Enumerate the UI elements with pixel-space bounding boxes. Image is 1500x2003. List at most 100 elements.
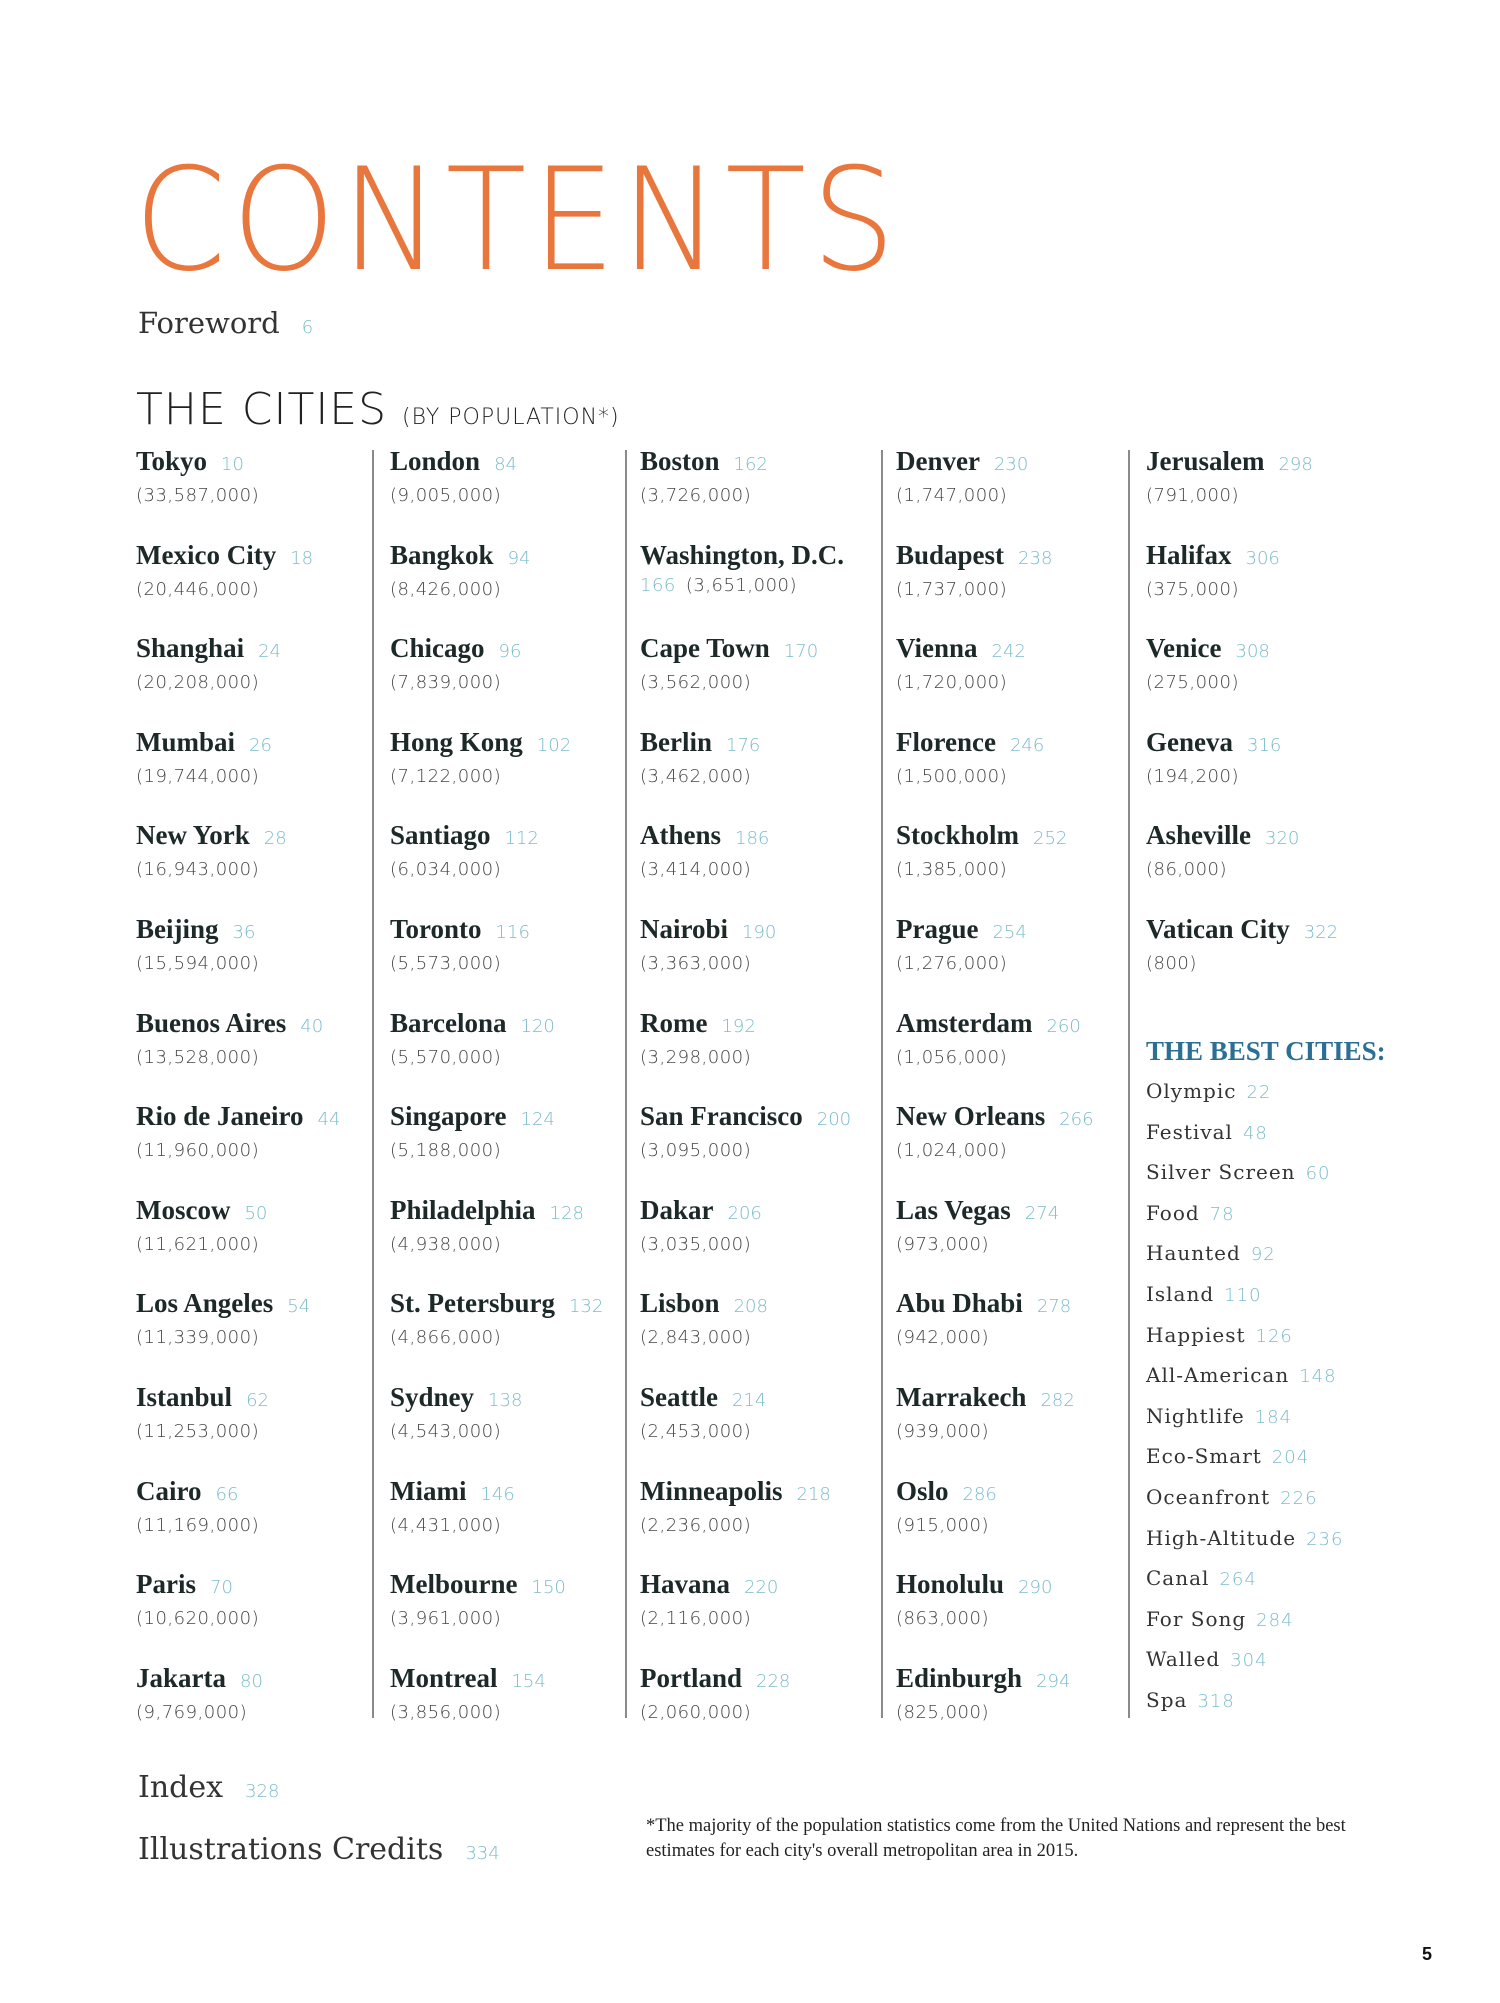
- best-city-item[interactable]: High-Altitude 236: [1146, 1526, 1386, 1567]
- city-entry[interactable]: Marrakech 282 (939,000): [896, 1381, 1120, 1475]
- city-entry[interactable]: Barcelona 120 (5,570,000): [390, 1007, 616, 1101]
- city-entry[interactable]: Chicago 96 (7,839,000): [390, 632, 616, 726]
- city-entry[interactable]: Rome 192 (3,298,000): [640, 1007, 872, 1101]
- city-population-line: (3,035,000): [640, 1234, 872, 1255]
- city-entry[interactable]: Honolulu 290 (863,000): [896, 1568, 1120, 1662]
- city-page: 242: [991, 641, 1026, 663]
- city-entry[interactable]: Mumbai 26 (19,744,000): [136, 726, 364, 820]
- best-city-item[interactable]: Festival 48: [1146, 1120, 1386, 1161]
- city-entry[interactable]: New Orleans 266 (1,024,000): [896, 1100, 1120, 1194]
- city-entry[interactable]: Jakarta 80 (9,769,000): [136, 1662, 364, 1756]
- index-entry[interactable]: Index 328: [138, 1770, 279, 1805]
- city-entry[interactable]: Havana 220 (2,116,000): [640, 1568, 872, 1662]
- city-entry[interactable]: Washington, D.C. 166 (3,651,000): [640, 539, 872, 633]
- city-entry[interactable]: Sydney 138 (4,543,000): [390, 1381, 616, 1475]
- city-population-line: (942,000): [896, 1327, 1120, 1348]
- best-city-item[interactable]: Haunted 92: [1146, 1241, 1386, 1282]
- city-entry[interactable]: St. Petersburg 132 (4,866,000): [390, 1287, 616, 1381]
- city-entry[interactable]: Las Vegas 274 (973,000): [896, 1194, 1120, 1288]
- city-entry[interactable]: Lisbon 208 (2,843,000): [640, 1287, 872, 1381]
- city-entry[interactable]: New York 28 (16,943,000): [136, 819, 364, 913]
- city-entry[interactable]: Denver 230 (1,747,000): [896, 445, 1120, 539]
- city-entry[interactable]: Toronto 116 (5,573,000): [390, 913, 616, 1007]
- city-entry[interactable]: London 84 (9,005,000): [390, 445, 616, 539]
- city-entry[interactable]: Vienna 242 (1,720,000): [896, 632, 1120, 726]
- city-name: London: [390, 446, 481, 476]
- city-entry[interactable]: Athens 186 (3,414,000): [640, 819, 872, 913]
- city-entry[interactable]: Oslo 286 (915,000): [896, 1475, 1120, 1569]
- city-population-line: (11,960,000): [136, 1140, 364, 1161]
- city-entry[interactable]: Jerusalem 298 (791,000): [1146, 445, 1476, 539]
- city-population-line: (1,720,000): [896, 672, 1120, 693]
- city-population: (1,747,000): [896, 485, 1008, 506]
- best-city-item[interactable]: Happiest 126: [1146, 1323, 1386, 1364]
- city-entry[interactable]: Montreal 154 (3,856,000): [390, 1662, 616, 1756]
- city-entry[interactable]: Edinburgh 294 (825,000): [896, 1662, 1120, 1756]
- city-entry[interactable]: Mexico City 18 (20,446,000): [136, 539, 364, 633]
- city-entry[interactable]: Los Angeles 54 (11,339,000): [136, 1287, 364, 1381]
- city-entry[interactable]: Minneapolis 218 (2,236,000): [640, 1475, 872, 1569]
- city-entry[interactable]: Rio de Janeiro 44 (11,960,000): [136, 1100, 364, 1194]
- city-population-line: (5,570,000): [390, 1047, 616, 1068]
- city-entry[interactable]: Beijing 36 (15,594,000): [136, 913, 364, 1007]
- city-entry[interactable]: Geneva 316 (194,200): [1146, 726, 1476, 820]
- best-city-item[interactable]: Canal 264: [1146, 1566, 1386, 1607]
- best-city-item[interactable]: For Song 284: [1146, 1607, 1386, 1648]
- best-city-item[interactable]: Spa 318: [1146, 1688, 1386, 1729]
- city-entry[interactable]: Singapore 124 (5,188,000): [390, 1100, 616, 1194]
- city-entry[interactable]: Venice 308 (275,000): [1146, 632, 1476, 726]
- city-entry[interactable]: Buenos Aires 40 (13,528,000): [136, 1007, 364, 1101]
- city-entry[interactable]: Nairobi 190 (3,363,000): [640, 913, 872, 1007]
- city-name-line: Cape Town 170: [640, 632, 872, 668]
- city-column-4: Denver 230 (1,747,000) Budapest 238 (1,737,00…: [896, 445, 1120, 1755]
- city-entry[interactable]: Miami 146 (4,431,000): [390, 1475, 616, 1569]
- city-entry[interactable]: Halifax 306 (375,000): [1146, 539, 1476, 633]
- best-city-item[interactable]: Olympic 22: [1146, 1079, 1386, 1120]
- city-entry[interactable]: Tokyo 10 (33,587,000): [136, 445, 364, 539]
- city-population: (11,621,000): [136, 1233, 260, 1255]
- best-city-item[interactable]: Oceanfront 226: [1146, 1485, 1386, 1526]
- city-page: 208: [733, 1296, 768, 1318]
- city-entry[interactable]: Portland 228 (2,060,000): [640, 1662, 872, 1756]
- city-entry[interactable]: Paris 70 (10,620,000): [136, 1568, 364, 1662]
- city-entry[interactable]: Seattle 214 (2,453,000): [640, 1381, 872, 1475]
- city-entry[interactable]: Cape Town 170 (3,562,000): [640, 632, 872, 726]
- city-entry[interactable]: Florence 246 (1,500,000): [896, 726, 1120, 820]
- city-entry[interactable]: Shanghai 24 (20,208,000): [136, 632, 364, 726]
- city-entry[interactable]: Prague 254 (1,276,000): [896, 913, 1120, 1007]
- city-name-line: Marrakech 282: [896, 1381, 1120, 1417]
- best-city-item[interactable]: Eco-Smart 204: [1146, 1444, 1386, 1485]
- city-entry[interactable]: Boston 162 (3,726,000): [640, 445, 872, 539]
- city-name-line: Miami 146: [390, 1475, 616, 1511]
- city-entry[interactable]: Hong Kong 102 (7,122,000): [390, 726, 616, 820]
- city-entry[interactable]: Stockholm 252 (1,385,000): [896, 819, 1120, 913]
- foreword-entry[interactable]: Foreword 6: [138, 306, 313, 340]
- city-population: (4,938,000): [390, 1233, 502, 1255]
- city-population-line: (11,339,000): [136, 1327, 364, 1348]
- city-entry[interactable]: Budapest 238 (1,737,000): [896, 539, 1120, 633]
- city-entry[interactable]: San Francisco 200 (3,095,000): [640, 1100, 872, 1194]
- best-city-item[interactable]: Island 110: [1146, 1282, 1386, 1323]
- city-page: 286: [962, 1483, 997, 1505]
- best-city-item[interactable]: Food 78: [1146, 1201, 1386, 1242]
- city-entry[interactable]: Abu Dhabi 278 (942,000): [896, 1287, 1120, 1381]
- city-population-line: (275,000): [1146, 672, 1476, 693]
- city-entry[interactable]: Vatican City 322 (800): [1146, 913, 1476, 1007]
- city-entry[interactable]: Berlin 176 (3,462,000): [640, 726, 872, 820]
- city-entry[interactable]: Dakar 206 (3,035,000): [640, 1194, 872, 1288]
- city-entry[interactable]: Santiago 112 (6,034,000): [390, 819, 616, 913]
- credits-entry[interactable]: Illustrations Credits 334: [138, 1832, 500, 1867]
- city-entry[interactable]: Amsterdam 260 (1,056,000): [896, 1007, 1120, 1101]
- city-entry[interactable]: Cairo 66 (11,169,000): [136, 1475, 364, 1569]
- best-city-item[interactable]: Walled 304: [1146, 1647, 1386, 1688]
- city-entry[interactable]: Bangkok 94 (8,426,000): [390, 539, 616, 633]
- city-population: (20,446,000): [136, 578, 260, 600]
- city-entry[interactable]: Melbourne 150 (3,961,000): [390, 1568, 616, 1662]
- best-city-item[interactable]: Nightlife 184: [1146, 1404, 1386, 1445]
- city-entry[interactable]: Philadelphia 128 (4,938,000): [390, 1194, 616, 1288]
- city-entry[interactable]: Moscow 50 (11,621,000): [136, 1194, 364, 1288]
- best-city-item[interactable]: Silver Screen 60: [1146, 1160, 1386, 1201]
- city-entry[interactable]: Asheville 320 (86,000): [1146, 819, 1476, 913]
- best-city-item[interactable]: All-American 148: [1146, 1363, 1386, 1404]
- city-entry[interactable]: Istanbul 62 (11,253,000): [136, 1381, 364, 1475]
